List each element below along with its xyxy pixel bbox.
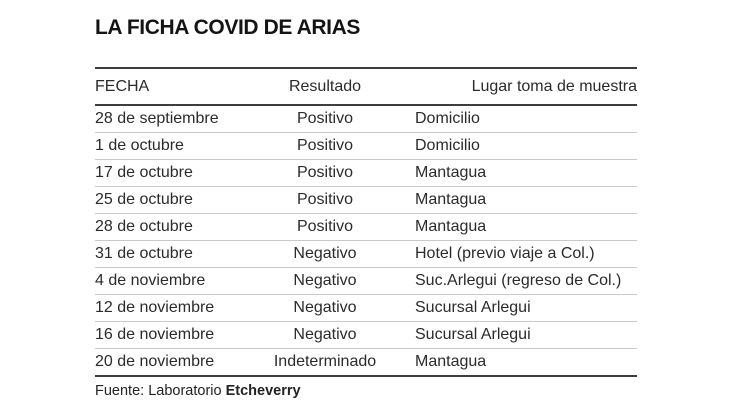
table-row: 1 de octubre Positivo Domicilio xyxy=(95,132,637,159)
cell-fecha: 17 de octubre xyxy=(95,164,193,181)
cell-resultado: Negativo xyxy=(293,245,357,262)
cell-fecha: 1 de octubre xyxy=(95,137,184,154)
table-row: 4 de noviembre Negativo Suc.Arlegui (regre… xyxy=(95,267,637,294)
cell-lugar: Hotel (previo viaje a Col.) xyxy=(415,245,595,262)
source-lab-name: Etcheverry xyxy=(225,383,301,399)
table-row: 31 de octubre Negativo Hotel (previo viaje… xyxy=(95,240,637,267)
cell-fecha: 20 de noviembre xyxy=(95,353,215,370)
cell-fecha: 28 de octubre xyxy=(95,218,193,235)
table-body: 28 de septiembre Positivo Domicilio 1 de oc… xyxy=(95,106,637,375)
cell-resultado: Negativo xyxy=(293,326,357,343)
cell-lugar: Mantagua xyxy=(415,191,487,208)
page-title: LA FICHA COVID DE ARIAS xyxy=(95,16,360,39)
cell-lugar: Domicilio xyxy=(415,137,480,154)
cell-resultado: Positivo xyxy=(296,191,354,208)
cell-fecha: 31 de octubre xyxy=(95,245,193,262)
column-header-resultado: Resultado xyxy=(288,77,362,95)
cell-lugar: Mantagua xyxy=(415,353,487,370)
table-row: 17 de octubre Positivo Mantagua xyxy=(95,159,637,186)
cell-resultado: Negativo xyxy=(293,299,357,316)
table-row: 25 de octubre Positivo Mantagua xyxy=(95,186,637,213)
column-header-fecha: FECHA xyxy=(95,77,150,95)
cell-lugar: Sucursal Arlegui xyxy=(415,326,531,343)
table-row: 20 de noviembre Indeterminado Mantagua xyxy=(95,348,637,375)
cell-resultado: Positivo xyxy=(296,218,354,235)
cell-resultado: Positivo xyxy=(296,137,354,154)
cell-fecha: 4 de noviembre xyxy=(95,272,206,289)
cell-resultado: Positivo xyxy=(296,164,354,181)
source-note: Fuente: Laboratorio Etcheverry xyxy=(95,383,301,399)
cell-lugar: Sucursal Arlegui xyxy=(415,299,531,316)
cell-lugar: Domicilio xyxy=(415,110,480,127)
cell-resultado: Negativo xyxy=(293,272,357,289)
source-prefix: Fuente: Laboratorio xyxy=(95,383,226,399)
table-row: 28 de septiembre Positivo Domicilio xyxy=(95,106,637,132)
table-row: 16 de noviembre Negativo Sucursal Arlegui xyxy=(95,321,637,348)
table-header-row: FECHA Resultado Lugar toma de muestra xyxy=(95,69,637,106)
cell-fecha: 25 de octubre xyxy=(95,191,193,208)
cell-fecha: 28 de septiembre xyxy=(95,110,219,127)
table-row: 28 de octubre Positivo Mantagua xyxy=(95,213,637,240)
cell-fecha: 12 de noviembre xyxy=(95,299,215,316)
cell-resultado: Indeterminado xyxy=(273,353,377,370)
cell-resultado: Positivo xyxy=(296,110,354,127)
cell-lugar: Mantagua xyxy=(415,218,487,235)
covid-tests-table: FECHA Resultado Lugar toma de muestra 28… xyxy=(95,67,637,377)
column-header-lugar: Lugar toma de muestra xyxy=(471,77,637,95)
cell-lugar: Suc.Arlegui (regreso de Col.) xyxy=(415,272,622,289)
cell-lugar: Mantagua xyxy=(415,164,487,181)
table-row: 12 de noviembre Negativo Sucursal Arlegui xyxy=(95,294,637,321)
cell-fecha: 16 de noviembre xyxy=(95,326,215,343)
